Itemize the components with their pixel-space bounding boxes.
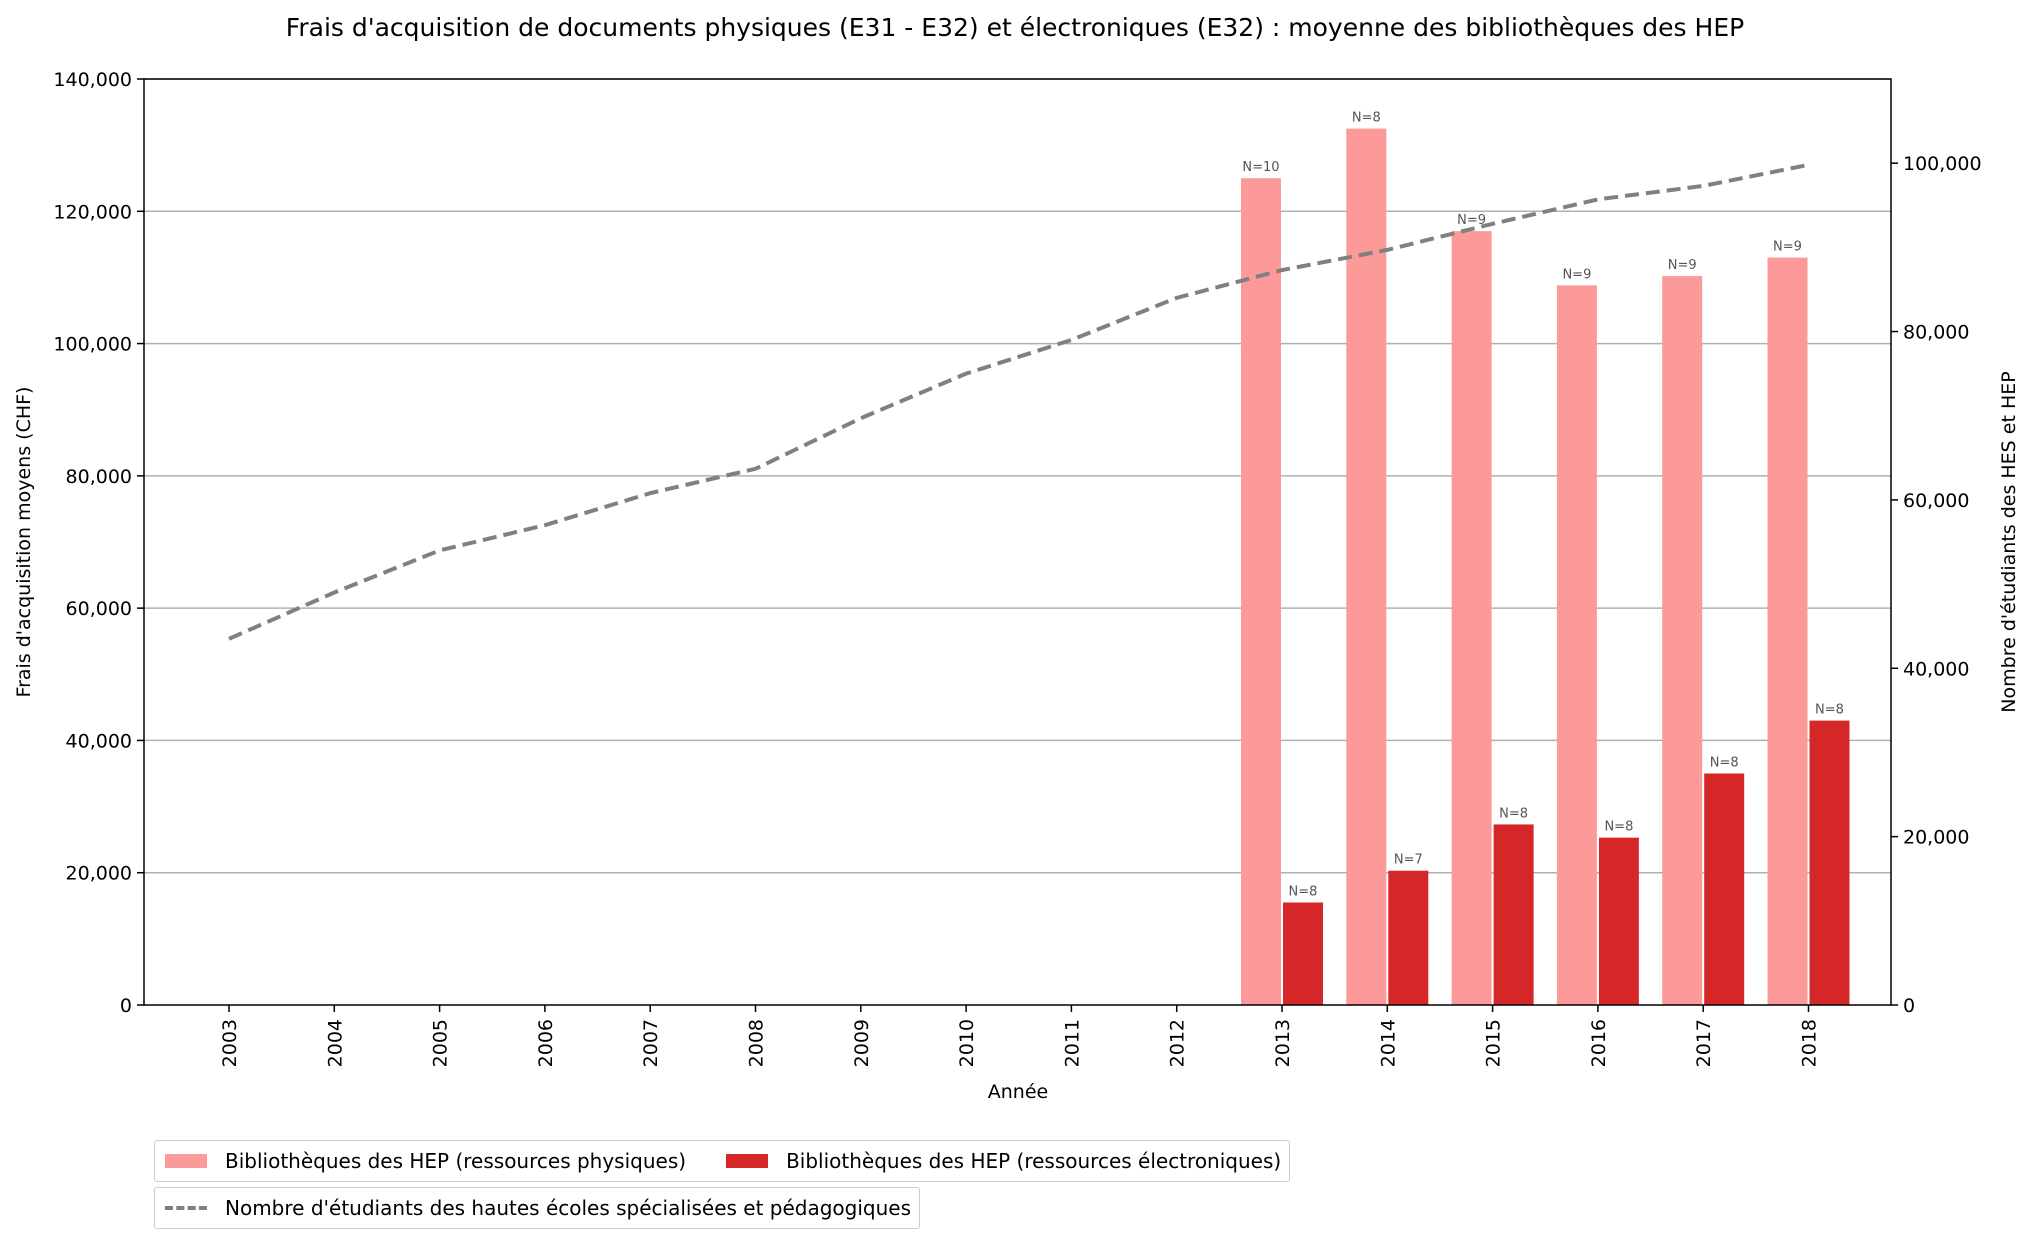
bar-1-2018 [1809, 720, 1850, 1005]
xtick-label-2010: 2010 [956, 1019, 978, 1067]
bar-labels: N=10 N=8 N=9 N=9 N=9 N=9 N=8 N=7 N=8 N=8 N=8 N=8 [1242, 111, 1844, 900]
bar-0-2015 [1451, 231, 1492, 1006]
bar-1-2016 [1598, 837, 1639, 1005]
legend-bars: Bibliothèques des HEP (ressources physiq… [154, 1140, 1291, 1182]
legend-item-physical: Bibliothèques des HEP (ressources physiq… [165, 1149, 686, 1173]
bar-0-2018 [1767, 257, 1808, 1006]
bar-label-1-2018: N=8 [1815, 703, 1844, 718]
bar-label-0-2018: N=9 [1773, 240, 1802, 255]
xtick-label-2013: 2013 [1272, 1019, 1294, 1067]
legend-label-physical: Bibliothèques des HEP (ressources physiq… [225, 1149, 687, 1173]
y2tick-label-0: 0 [1903, 995, 1915, 1017]
xtick-label-2018: 2018 [1799, 1019, 1821, 1067]
ytick-label-2: 40,000 [66, 730, 132, 752]
xtick-label-2007: 2007 [640, 1019, 662, 1067]
gridlines [144, 78, 1891, 874]
plot-frame [143, 78, 1892, 1006]
legend-item-students: Nombre d'étudiants des hautes écoles spé… [165, 1196, 911, 1220]
xtick-label-2004: 2004 [324, 1019, 346, 1067]
bar-label-1-2013: N=8 [1289, 884, 1318, 899]
bar-label-0-2013: N=10 [1242, 160, 1279, 175]
legend-swatch-students [165, 1206, 207, 1210]
y2tick-label-5: 100,000 [1903, 153, 1982, 175]
y-axis-label: Frais d'acquisition moyens (CHF) [13, 387, 35, 698]
bar-0-2016 [1556, 285, 1597, 1005]
ytick-label-5: 100,000 [53, 334, 132, 356]
legend-swatch-physical [165, 1154, 207, 1168]
xtick-label-2015: 2015 [1483, 1019, 1505, 1067]
ytick-label-1: 20,000 [66, 863, 132, 885]
xtick-label-2005: 2005 [430, 1019, 452, 1067]
xtick-label-2008: 2008 [746, 1019, 768, 1067]
bar-0-2013 [1241, 178, 1281, 1005]
xtick-label-2017: 2017 [1693, 1019, 1715, 1067]
legend-line: Nombre d'étudiants des hautes écoles spé… [154, 1187, 921, 1229]
x-axis-label: Année [988, 1081, 1048, 1103]
legend-label-students: Nombre d'étudiants des hautes écoles spé… [225, 1196, 912, 1220]
y2tick-label-2: 40,000 [1903, 658, 1969, 680]
ytick-label-0: 0 [120, 995, 132, 1017]
xtick-label-2014: 2014 [1377, 1019, 1399, 1067]
ytick-label-7: 140,000 [53, 69, 132, 91]
legend-swatch-electronic [726, 1154, 769, 1168]
students-line [228, 162, 1809, 641]
line-series [228, 162, 1809, 641]
y2tick-label-1: 20,000 [1903, 827, 1969, 849]
chart-title: Frais d'acquisition de documents physiqu… [286, 13, 1744, 42]
bar-label-1-2016: N=8 [1604, 820, 1633, 835]
y2tick-label-3: 60,000 [1903, 490, 1969, 512]
legend-label-electronic: Bibliothèques des HEP (ressources électr… [786, 1149, 1282, 1173]
bar-1-2015 [1493, 824, 1534, 1005]
bar-label-1-2017: N=8 [1710, 756, 1739, 771]
xtick-label-2003: 2003 [219, 1019, 241, 1067]
y2tick-label-4: 80,000 [1903, 322, 1969, 344]
bar-1-2017 [1704, 773, 1745, 1005]
bar-0-2014 [1346, 128, 1387, 1005]
bar-1-2013 [1283, 902, 1323, 1005]
bars [1241, 128, 1850, 1006]
bar-label-0-2014: N=8 [1352, 111, 1381, 126]
bar-label-0-2017: N=9 [1668, 258, 1697, 273]
xtick-label-2016: 2016 [1588, 1019, 1610, 1067]
xtick-label-2009: 2009 [851, 1019, 873, 1067]
xtick-label-2011: 2011 [1061, 1019, 1083, 1067]
axes: 0 20,000 40,000 60,000 80,000 100,000 120,000 1… [53, 69, 1981, 1067]
legend-item-electronic: Bibliothèques des HEP (ressources électr… [726, 1149, 1281, 1173]
ytick-label-3: 60,000 [66, 598, 132, 620]
ytick-label-6: 120,000 [53, 201, 132, 223]
xtick-label-2006: 2006 [535, 1019, 557, 1067]
y2-axis-label: Nombre d'étudiants des HES et HEP [1998, 371, 2020, 712]
bar-label-1-2014: N=7 [1394, 853, 1423, 868]
bar-label-0-2016: N=9 [1562, 267, 1591, 282]
ytick-label-4: 80,000 [66, 466, 132, 488]
bar-1-2014 [1388, 870, 1429, 1005]
bar-label-0-2015: N=9 [1457, 213, 1486, 228]
bar-label-1-2015: N=8 [1499, 806, 1528, 821]
xtick-label-2012: 2012 [1167, 1019, 1189, 1067]
bar-0-2017 [1662, 276, 1703, 1005]
